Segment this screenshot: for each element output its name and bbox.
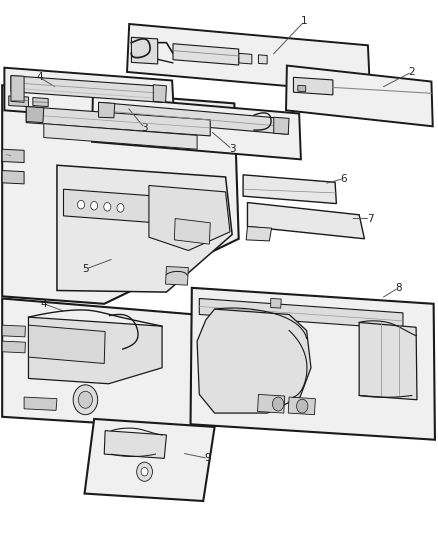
Polygon shape — [26, 107, 44, 123]
Circle shape — [78, 200, 85, 209]
Polygon shape — [24, 397, 57, 410]
Polygon shape — [92, 96, 301, 159]
Polygon shape — [243, 175, 336, 204]
Polygon shape — [258, 55, 267, 64]
Polygon shape — [11, 76, 162, 102]
Text: 6: 6 — [340, 174, 347, 183]
Polygon shape — [174, 219, 210, 244]
Polygon shape — [85, 419, 215, 501]
Polygon shape — [247, 203, 364, 239]
Polygon shape — [99, 102, 115, 118]
Polygon shape — [33, 98, 48, 107]
Polygon shape — [11, 76, 24, 102]
Polygon shape — [197, 309, 311, 413]
Polygon shape — [44, 124, 197, 149]
Polygon shape — [271, 298, 281, 308]
Text: 4: 4 — [36, 72, 43, 82]
Polygon shape — [153, 85, 166, 102]
Circle shape — [104, 203, 111, 211]
Polygon shape — [2, 149, 24, 163]
Text: 1: 1 — [301, 17, 308, 26]
Polygon shape — [191, 288, 435, 440]
Polygon shape — [173, 44, 239, 65]
Circle shape — [91, 201, 98, 210]
Polygon shape — [298, 85, 306, 92]
Polygon shape — [2, 325, 25, 337]
Circle shape — [117, 204, 124, 212]
Circle shape — [141, 467, 148, 476]
Polygon shape — [359, 322, 417, 400]
Text: 4: 4 — [40, 299, 47, 309]
Polygon shape — [2, 341, 25, 353]
Polygon shape — [26, 107, 210, 136]
Polygon shape — [131, 37, 158, 64]
Circle shape — [272, 397, 284, 411]
Polygon shape — [2, 298, 207, 430]
Polygon shape — [64, 189, 171, 224]
Polygon shape — [286, 66, 433, 126]
Circle shape — [137, 462, 152, 481]
Polygon shape — [246, 227, 272, 241]
Polygon shape — [28, 325, 105, 364]
Text: 5: 5 — [82, 264, 89, 274]
Text: 3: 3 — [141, 123, 148, 133]
Polygon shape — [239, 53, 252, 64]
Polygon shape — [2, 85, 239, 304]
Text: 8: 8 — [395, 283, 402, 293]
Polygon shape — [57, 165, 232, 292]
Circle shape — [78, 391, 92, 408]
Polygon shape — [149, 185, 230, 251]
Text: 2: 2 — [408, 67, 415, 77]
Polygon shape — [2, 171, 24, 184]
Circle shape — [297, 399, 308, 413]
Polygon shape — [274, 117, 289, 134]
Text: 9: 9 — [205, 454, 212, 463]
Text: 3: 3 — [229, 144, 236, 154]
Polygon shape — [4, 68, 174, 123]
Polygon shape — [99, 102, 288, 134]
Polygon shape — [199, 298, 403, 329]
Polygon shape — [9, 96, 28, 107]
Polygon shape — [104, 431, 166, 458]
Circle shape — [73, 385, 98, 415]
Polygon shape — [28, 317, 162, 384]
Text: 7: 7 — [367, 214, 374, 223]
Polygon shape — [293, 77, 333, 95]
Polygon shape — [166, 266, 188, 285]
Polygon shape — [288, 397, 315, 415]
Polygon shape — [127, 24, 370, 93]
Polygon shape — [258, 394, 285, 413]
